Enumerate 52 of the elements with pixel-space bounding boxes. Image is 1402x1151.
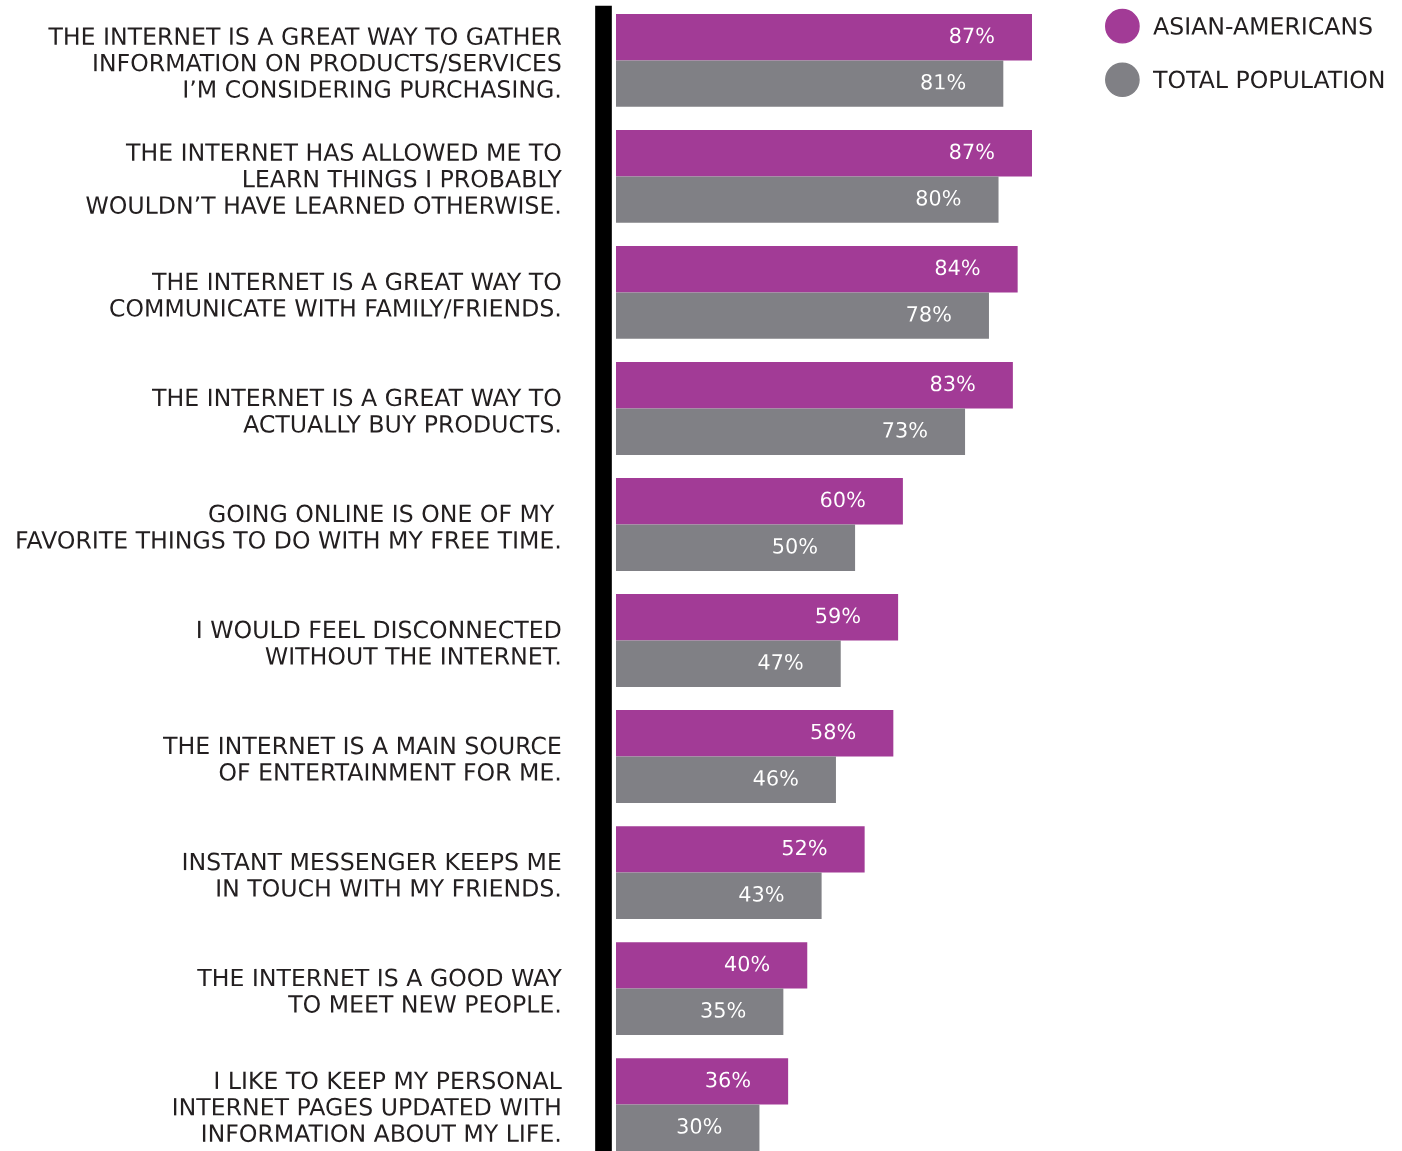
- bar: [616, 246, 1018, 293]
- data-label: 83%: [930, 375, 975, 392]
- bar: [616, 872, 822, 919]
- data-label: 73%: [883, 421, 927, 438]
- y-tick-label: I WOULD FEEL DISCONNECTED WITHOUT THE INTERNET.: [198, 620, 561, 665]
- bar: [616, 594, 899, 641]
- data-label: 58%: [811, 723, 856, 740]
- data-label: 40%: [724, 955, 770, 972]
- bar: [616, 176, 999, 223]
- data-label: 80%: [916, 189, 961, 206]
- data-label: 60%: [821, 491, 865, 508]
- y-tick-label: THE INTERNET IS A MAIN SOURCE OF ENTERTAINMENT FOR ME.: [163, 736, 561, 781]
- bar: [616, 130, 1032, 177]
- bar: [616, 988, 784, 1035]
- y-tick-label: I LIKE TO KEEP MY PERSONAL INTERNET PAGES UPDATED WITH INFORMATION ABOUT MY LIFE.: [173, 1071, 562, 1143]
- bar: [616, 710, 894, 757]
- data-label: 84%: [935, 259, 980, 276]
- y-tick-label: THE INTERNET IS A GOOD WAY TO MEET NEW PEOPLE.: [197, 968, 562, 1013]
- bar: [616, 1058, 789, 1105]
- data-label: 52%: [782, 839, 827, 856]
- y-tick-label: THE INTERNET HAS ALLOWED ME TO LEARN THINGS I PROBABLY WOULDN’T HAVE LEARNED OTHERWISE.: [86, 143, 562, 214]
- bar: [616, 60, 1004, 107]
- data-label: 30%: [677, 1118, 722, 1134]
- bar: [616, 362, 1013, 409]
- data-label: 59%: [816, 607, 860, 624]
- bar: [616, 1104, 760, 1151]
- data-label: 50%: [773, 537, 817, 554]
- data-label: 78%: [907, 305, 951, 322]
- y-tick-label: THE INTERNET IS A GREAT WAY TO COMMUNICATE WITH FAMILY/FRIENDS.: [110, 272, 561, 319]
- bar: [616, 942, 808, 989]
- data-label: 87%: [950, 27, 994, 44]
- data-label: 35%: [701, 1002, 746, 1018]
- bar: [616, 478, 903, 525]
- data-label: 36%: [706, 1071, 750, 1088]
- bar: [616, 408, 966, 455]
- y-tick-label: THE INTERNET IS A GREAT WAY TO ACTUALLY BUY PRODUCTS.: [152, 388, 561, 433]
- data-label: 46%: [753, 770, 798, 786]
- data-label: 47%: [758, 654, 803, 670]
- y-tick-label: THE INTERNET IS A GREAT WAY TO GATHER INFORMATION ON PRODUCTS/SERVICES I’M CONSIDERING PURCHASING.: [48, 27, 562, 98]
- bar: [616, 524, 856, 571]
- legend-label: TOTAL POPULATION: [1153, 70, 1384, 89]
- bar: [616, 14, 1032, 61]
- legend-label: ASIAN-AMERICANS: [1153, 16, 1372, 35]
- bar: [616, 756, 836, 803]
- bar: [616, 292, 989, 339]
- data-label: 81%: [921, 73, 966, 90]
- data-label: 87%: [950, 143, 994, 160]
- bar: [616, 640, 841, 687]
- bar: [616, 826, 865, 873]
- y-tick-label: GOING ONLINE IS ONE OF MY FAVORITE THINGS TO DO WITH MY FREE TIME.: [17, 504, 560, 549]
- y-tick-label: INSTANT MESSENGER KEEPS ME IN TOUCH WITH MY FRIENDS.: [183, 852, 561, 897]
- data-label: 43%: [739, 886, 784, 902]
